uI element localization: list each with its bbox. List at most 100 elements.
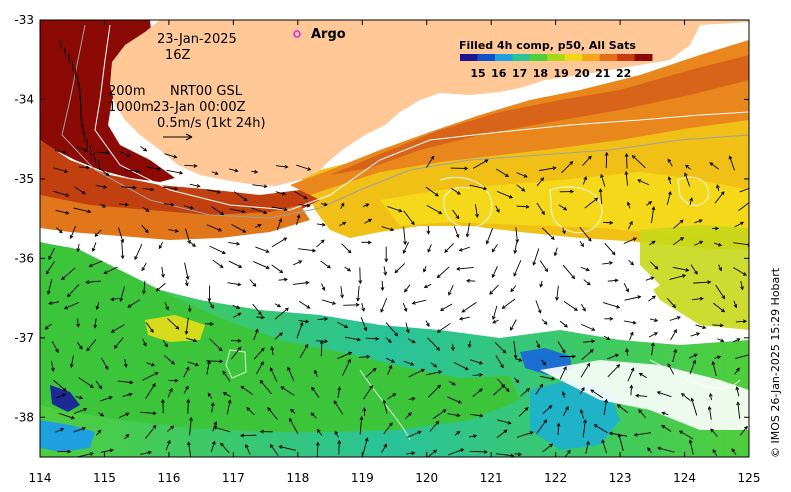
current-arrow [678, 430, 694, 440]
current-arrow [271, 237, 288, 248]
x-tick-label: 119 [351, 471, 374, 485]
current-arrow [616, 404, 629, 414]
date-label: 23-Jan-2025 [157, 32, 237, 47]
current-arrow [427, 449, 438, 457]
current-arrow [469, 449, 488, 454]
current-arrow [68, 54, 71, 65]
current-arrow [73, 426, 86, 433]
current-arrow [120, 240, 125, 260]
current-arrow [189, 416, 193, 436]
ssh-contour-south [225, 349, 247, 379]
current-arrow [689, 359, 696, 375]
current-arrow [316, 222, 326, 227]
current-arrow [516, 431, 534, 438]
current-arrow [231, 223, 247, 233]
current-arrow [362, 407, 367, 416]
current-arrow [383, 266, 388, 276]
current-arrow [343, 302, 360, 307]
current-arrow [631, 154, 646, 169]
current-arrow [123, 433, 130, 440]
current-arrow [647, 447, 652, 453]
current-arrow [110, 324, 125, 333]
current-arrow [695, 324, 707, 330]
current-arrow [319, 339, 324, 357]
current-arrow [541, 319, 548, 325]
current-arrow [118, 202, 129, 207]
current-arrow [250, 207, 268, 215]
current-arrow [562, 264, 576, 280]
current-arrow [635, 393, 648, 398]
current-arrow [229, 168, 239, 173]
current-arrow [670, 329, 677, 341]
current-arrow [450, 187, 461, 195]
legend-swatch [634, 54, 653, 61]
current-arrow [712, 449, 718, 457]
current-arrow [362, 203, 370, 208]
depth-200m-label: 200m [108, 84, 145, 99]
current-arrow [381, 226, 395, 232]
current-arrow [689, 197, 693, 206]
current-arrow [53, 190, 70, 197]
current-arrow [469, 184, 488, 191]
current-arrow [184, 279, 189, 287]
current-arrow [430, 362, 438, 368]
current-arrow [426, 225, 431, 235]
current-arrow [275, 191, 287, 196]
current-arrow [251, 169, 259, 174]
current-arrow [209, 245, 226, 255]
legend-tick-label: 16 [491, 67, 507, 80]
current-arrow [513, 259, 522, 277]
current-arrow [290, 408, 296, 414]
x-tick-label: 117 [222, 471, 245, 485]
current-arrow [333, 400, 344, 415]
current-arrow [252, 184, 268, 189]
current-arrow [298, 319, 310, 324]
current-arrow [278, 445, 296, 451]
legend-swatch [477, 54, 496, 61]
current-arrow [672, 348, 678, 363]
current-arrow [338, 221, 347, 227]
current-arrow [559, 354, 577, 359]
current-arrow [563, 301, 578, 311]
current-arrow [607, 353, 620, 360]
current-arrow [541, 227, 555, 240]
legend-swatch [512, 54, 531, 61]
current-arrow [95, 301, 100, 311]
current-arrow [140, 411, 157, 416]
x-tick-label: 123 [609, 471, 632, 485]
current-arrow [100, 448, 114, 453]
current-arrow [380, 280, 385, 292]
current-arrow [78, 377, 94, 388]
current-arrow [256, 361, 264, 375]
current-arrow [491, 305, 498, 320]
x-tick-label: 122 [544, 471, 567, 485]
current-arrow [189, 183, 201, 188]
current-arrow [140, 450, 153, 455]
current-arrow [298, 203, 311, 208]
current-arrow [97, 159, 101, 170]
current-arrow [627, 367, 635, 382]
plot-frame [39, 19, 750, 458]
current-arrow [321, 283, 326, 291]
x-tick-label: 124 [673, 471, 696, 485]
current-arrow [709, 162, 719, 170]
current-arrow [501, 298, 516, 309]
y-tick-label: -38 [14, 410, 34, 424]
current-arrow [432, 409, 447, 420]
colorbar-legend: Filled 4h comp, p50, All Sats 15 16 17 18 19… [459, 39, 653, 80]
current-arrow [627, 220, 633, 230]
current-arrow [450, 166, 469, 171]
current-arrow [535, 300, 542, 314]
current-arrow [55, 209, 70, 215]
current-arrow [253, 347, 265, 360]
current-arrow [210, 402, 215, 413]
current-arrow [122, 392, 133, 397]
current-arrow [623, 320, 637, 325]
current-arrow [185, 337, 198, 343]
current-arrow [280, 386, 295, 396]
current-arrow [141, 262, 147, 272]
current-arrow [542, 443, 554, 453]
sst-yellow-southwest [145, 315, 205, 342]
current-arrow [100, 357, 109, 370]
current-arrow [688, 353, 698, 359]
